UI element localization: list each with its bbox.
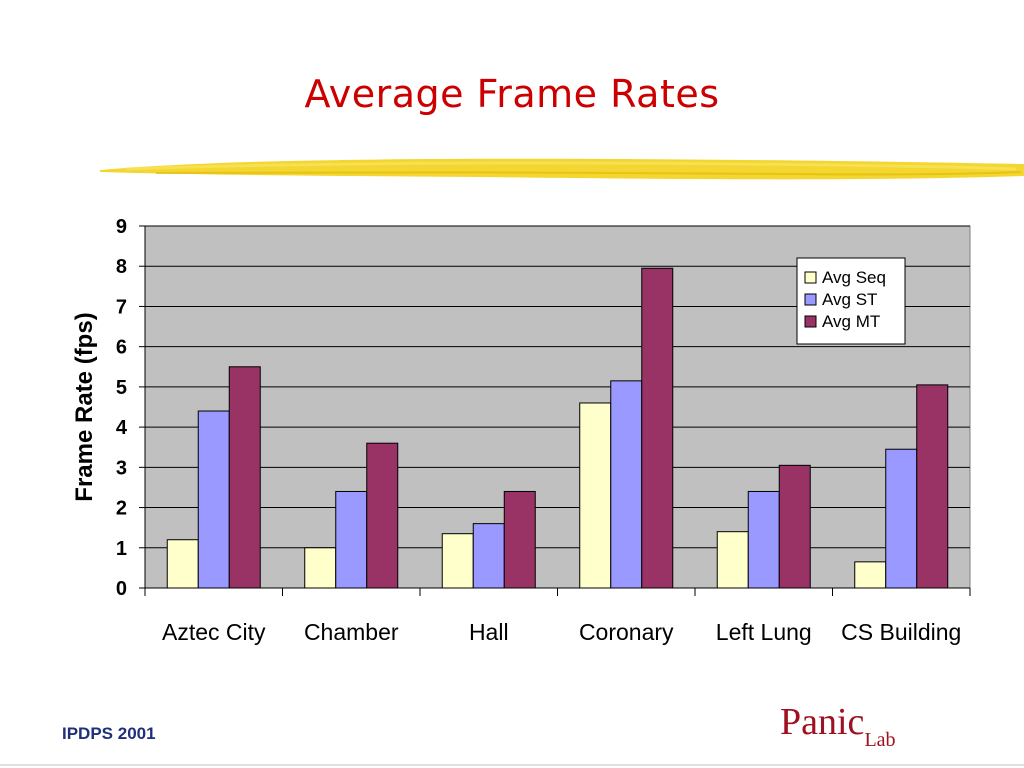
logo-sub-text: Lab [864,729,896,751]
x-tick-label: Aztec City [162,619,266,645]
y-tick-label: 0 [116,578,127,600]
y-tick-label: 8 [116,256,127,278]
bar-avg-mt [366,442,399,589]
bar-avg-mt [778,464,811,589]
footer-conference: IPDPS 2001 [62,724,156,743]
legend-swatch [804,315,817,328]
bar-chart: 0 1 2 3 4 5 6 7 8 9 Aztec City Chamber Hall Coronary… [71,216,971,645]
legend-label: Avg MT [822,312,880,331]
bar-avg-st [335,490,368,589]
y-tick-label: 1 [116,538,127,560]
legend: Avg Seq Avg ST Avg MT [796,257,906,345]
logo-main-text: Panic [780,701,865,743]
legend-label: Avg Seq [822,268,886,287]
legend-swatch [804,271,817,284]
x-tick-labels: Aztec City Chamber Hall Coronary Left Lung CS… [162,619,961,645]
legend-label: Avg ST [822,290,877,309]
x-tick-label: Hall [469,619,509,645]
x-tick-label: Chamber [304,619,399,645]
panic-lab-logo: PanicLab [780,700,896,751]
bar-avg-st [610,380,643,589]
bars [166,267,949,589]
y-tick-labels: 0 1 2 3 4 5 6 7 8 9 [116,216,128,600]
y-tick-label: 6 [116,337,127,359]
slide-title: Average Frame Rates [304,72,720,116]
y-tick-label: 3 [116,457,127,479]
bar-avg-seq [579,402,612,589]
y-tick-label: 4 [116,417,128,439]
axes [139,225,971,596]
bar-avg-mt [503,490,536,589]
x-tick-label: Coronary [579,619,674,645]
bar-avg-mt [916,384,949,589]
bar-avg-seq [304,547,337,589]
bar-avg-seq [166,539,199,589]
bottom-rule [0,764,1024,766]
bar-avg-seq [716,531,749,589]
bar-avg-st [472,523,505,589]
y-axis-label: Frame Rate (fps) [71,312,98,501]
y-tick-label: 7 [116,296,127,318]
bar-avg-seq [854,561,887,589]
x-tick-label: Left Lung [716,619,812,645]
y-tick-label: 2 [116,498,127,520]
bar-avg-st [885,448,918,589]
bar-avg-st [747,490,780,589]
title-underline-brushstroke [100,158,1024,180]
y-tick-label: 9 [116,216,127,238]
bar-avg-mt [228,366,261,589]
bar-avg-st [197,410,230,589]
gridlines [145,225,970,549]
legend-swatch [804,293,817,306]
x-tick-label: CS Building [841,619,961,645]
y-tick-label: 5 [116,377,127,399]
bar-avg-mt [641,267,674,589]
bar-avg-seq [441,533,474,589]
